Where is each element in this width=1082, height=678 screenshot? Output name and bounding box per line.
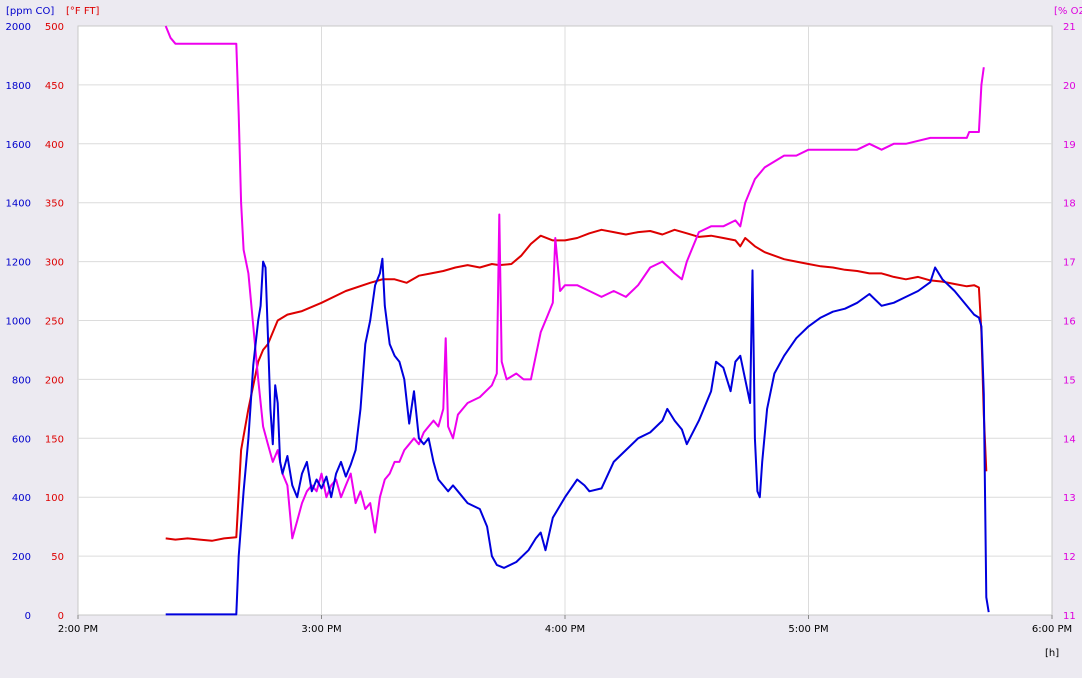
tick-label-temp: 350 xyxy=(45,199,64,210)
tick-label-co: 1000 xyxy=(6,317,31,328)
tick-label-o2: 18 xyxy=(1063,199,1076,210)
tick-label-o2: 15 xyxy=(1063,375,1076,386)
tick-label-co: 400 xyxy=(12,493,31,504)
tick-label-temp: 200 xyxy=(45,375,64,386)
tick-label-co: 2000 xyxy=(6,22,31,33)
tick-label-co: 200 xyxy=(12,552,31,563)
tick-label-o2: 12 xyxy=(1063,552,1076,563)
grid-lines xyxy=(78,26,1052,615)
tick-label-x: 6:00 PM xyxy=(1032,624,1072,635)
tick-label-co: 1200 xyxy=(6,258,31,269)
tick-label-temp: 50 xyxy=(51,552,64,563)
series-line-left_co xyxy=(165,257,990,616)
tick-label-co: 600 xyxy=(12,434,31,445)
tick-label-x: 5:00 PM xyxy=(788,624,828,635)
tick-label-temp: 150 xyxy=(45,434,64,445)
tick-label-temp: 450 xyxy=(45,81,64,92)
tick-label-temp: 300 xyxy=(45,258,64,269)
tick-label-co: 800 xyxy=(12,375,31,386)
series-group xyxy=(164,25,990,616)
axis-label-x: [h] xyxy=(1045,648,1059,659)
tick-label-o2: 19 xyxy=(1063,140,1076,151)
tick-label-temp: 500 xyxy=(45,22,64,33)
tick-label-o2: 21 xyxy=(1063,22,1076,33)
tick-label-temp: 0 xyxy=(58,611,64,622)
tick-label-o2: 20 xyxy=(1063,81,1076,92)
tick-label-temp: 250 xyxy=(45,317,64,328)
series-line-right_o2 xyxy=(164,25,985,540)
tick-label-temp: 100 xyxy=(45,493,64,504)
axis-label-o2: [% O2] xyxy=(1054,6,1082,17)
tick-label-o2: 17 xyxy=(1063,258,1076,269)
tick-label-o2: 16 xyxy=(1063,317,1076,328)
tick-label-x: 4:00 PM xyxy=(545,624,585,635)
series-line-left_temp xyxy=(165,228,988,542)
tick-label-x: 3:00 PM xyxy=(301,624,341,635)
tick-label-co: 0 xyxy=(25,611,31,622)
tick-label-x: 2:00 PM xyxy=(58,624,98,635)
axis-label-co: [ppm CO] xyxy=(6,6,54,17)
tick-label-co: 1800 xyxy=(6,81,31,92)
tick-label-o2: 11 xyxy=(1063,611,1076,622)
tick-label-o2: 14 xyxy=(1063,434,1076,445)
tick-label-co: 1400 xyxy=(6,199,31,210)
tick-label-temp: 400 xyxy=(45,140,64,151)
tick-label-o2: 13 xyxy=(1063,493,1076,504)
axis-label-temp: [°F FT] xyxy=(66,6,100,17)
tick-label-co: 1600 xyxy=(6,140,31,151)
tick-labels: 0 200 400 600 800 1000 1200 1400 1600 1800 2000 0 50… xyxy=(6,22,1076,635)
